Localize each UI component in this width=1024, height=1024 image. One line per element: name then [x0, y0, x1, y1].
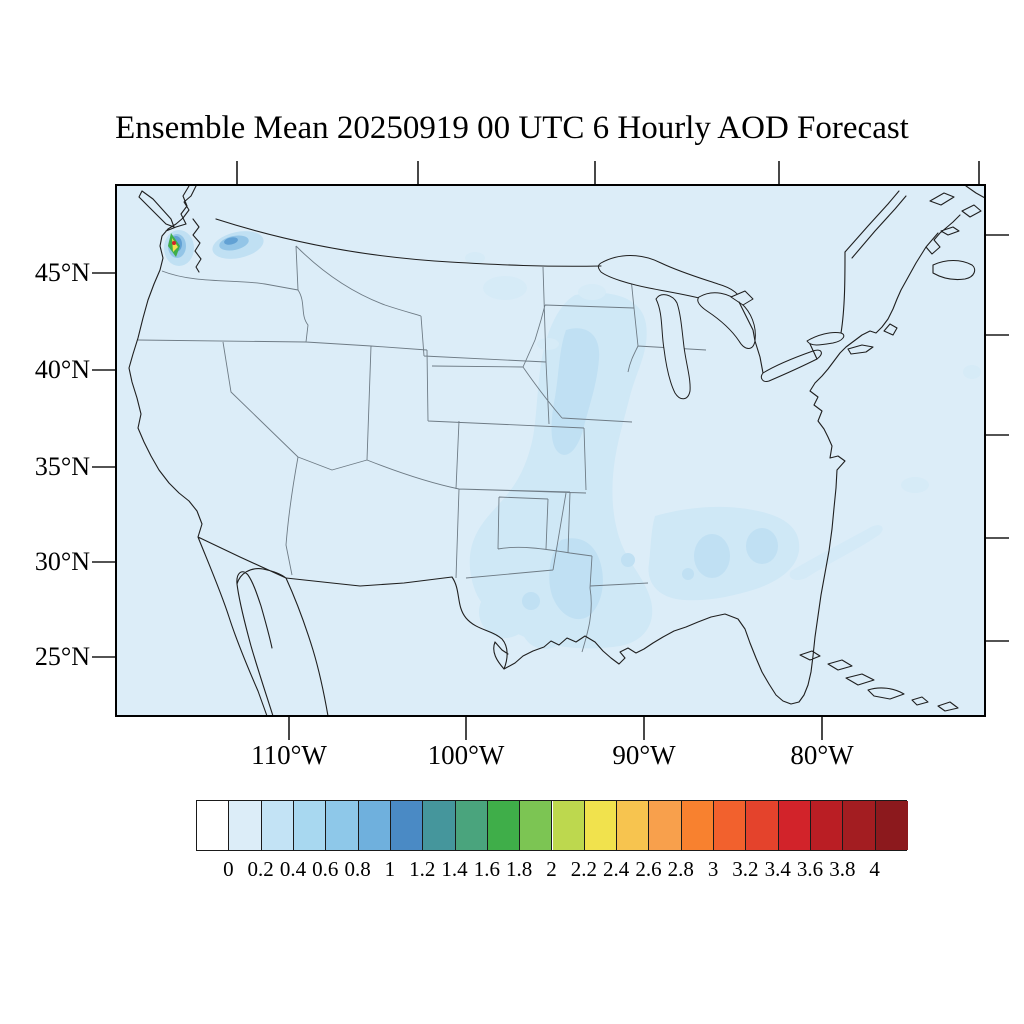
- colorbar-cell: [811, 801, 844, 850]
- colorbar-cell: [778, 801, 812, 850]
- state-borders: [137, 245, 707, 653]
- colorbar-cell: [649, 801, 682, 850]
- lon-tick-label: 110°W: [251, 740, 327, 770]
- colorbar-tick-label: 3.4: [764, 857, 791, 881]
- colorbar-tick-label: 3.6: [796, 857, 824, 881]
- axis-ticks: [92, 161, 1009, 740]
- colorbar-tick-label: 2.4: [603, 857, 630, 881]
- aod-shading-layer: [164, 230, 981, 649]
- colorbar-tick-label: 0.6: [312, 857, 339, 881]
- colorbar-tick-label: 1.2: [409, 857, 436, 881]
- colorbar-cell: [746, 801, 779, 850]
- colorbar-tick-label: 0: [223, 857, 234, 881]
- aod-hotspot: [164, 230, 194, 266]
- wa-smoke-smudge: [212, 231, 264, 259]
- colorbar-tick-label: 0.2: [247, 857, 274, 881]
- colorbar-cell: [229, 801, 262, 850]
- map-frame: [115, 184, 986, 717]
- colorbar-cell: [261, 801, 294, 850]
- lat-tick-label: 25°N: [34, 642, 90, 671]
- colorbar-cell: [390, 801, 424, 850]
- colorbar-tick-label: 2: [546, 857, 557, 881]
- colorbar-tick-label: 1.4: [441, 857, 468, 881]
- lat-tick-label: 40°N: [34, 355, 90, 384]
- colorbar-tick-label: 3: [707, 857, 719, 881]
- colorbar-cell: [617, 801, 650, 850]
- colorbar-cell: [293, 801, 327, 850]
- lon-tick-label: 90°W: [612, 740, 676, 770]
- colorbar-tick-label: 4: [869, 857, 880, 881]
- colorbar-tick-label: 1.6: [473, 857, 500, 881]
- colorbar-tick-label: 2.2: [570, 857, 597, 881]
- lat-tick-label: 30°N: [34, 547, 90, 576]
- colorbar-cell: [520, 801, 553, 850]
- colorbar: [196, 800, 908, 851]
- colorbar-tick-label: 2.8: [667, 857, 694, 881]
- colorbar-tick-label: 1: [384, 857, 396, 881]
- colorbar-cell: [681, 801, 715, 850]
- colorbar-tick-label: 2.6: [635, 857, 662, 881]
- colorbar-cell: [714, 801, 747, 850]
- colorbar-cell: [423, 801, 456, 850]
- coastline: [128, 185, 986, 717]
- colorbar-cell: [487, 801, 521, 850]
- colorbar-cell: [584, 801, 618, 850]
- colorbar-cell: [875, 801, 908, 850]
- colorbar-tick-label: 1.8: [506, 857, 533, 881]
- lon-tick-label: 80°W: [790, 740, 854, 770]
- colorbar-tick-label: 0.4: [279, 857, 307, 881]
- colorbar-tick-label: 0.8: [344, 857, 371, 881]
- colorbar-cell: [552, 801, 585, 850]
- lon-tick-label: 100°W: [427, 740, 505, 770]
- page-title: Ensemble Mean 20250919 00 UTC 6 Hourly A…: [115, 110, 909, 146]
- colorbar-cell: [197, 801, 230, 850]
- colorbar-cell: [358, 801, 391, 850]
- lat-tick-label: 35°N: [34, 452, 90, 481]
- colorbar-cell: [843, 801, 876, 850]
- colorbar-cell: [455, 801, 488, 850]
- colorbar-cell: [326, 801, 359, 850]
- canada-border: [215, 218, 846, 374]
- colorbar-tick-label: 3.2: [732, 857, 759, 881]
- lat-tick-label: 45°N: [34, 258, 90, 287]
- colorbar-tick-label: 3.8: [829, 857, 856, 881]
